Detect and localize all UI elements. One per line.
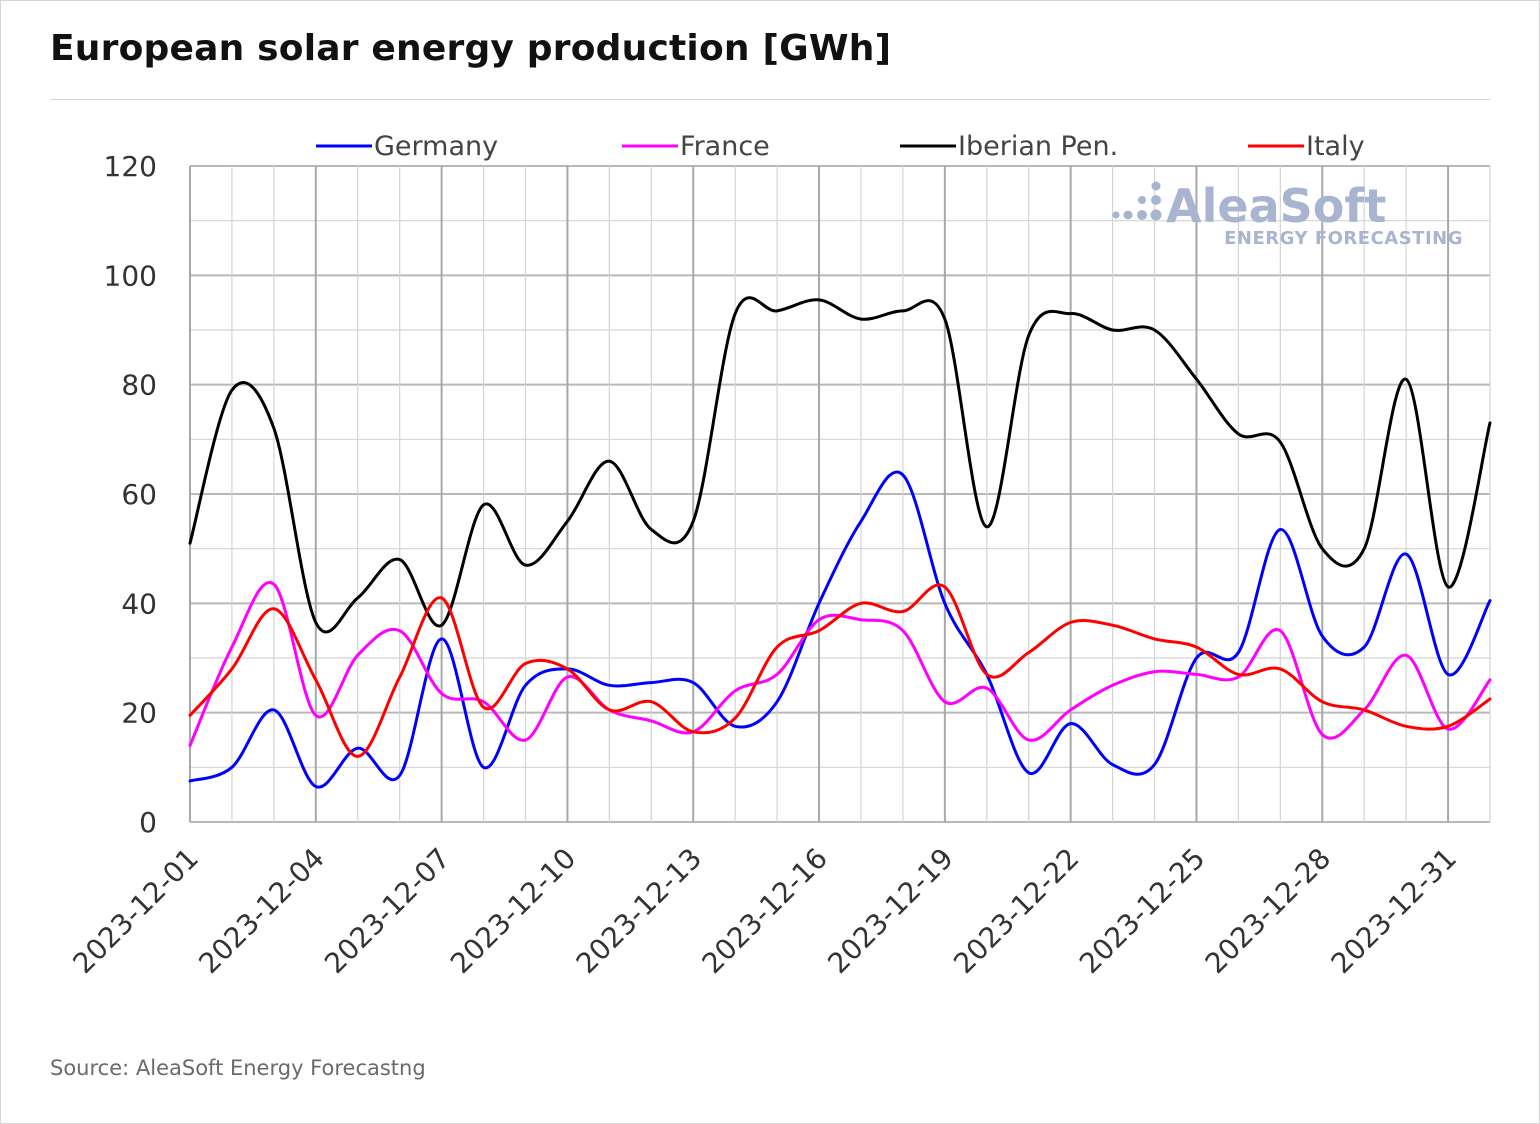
x-tick-label: 2023-12-07	[318, 842, 456, 980]
legend-label: Italy	[1306, 131, 1365, 162]
x-tick-label: 2023-12-16	[696, 842, 834, 980]
legend-label: Iberian Pen.	[958, 131, 1118, 162]
x-tick-label: 2023-12-31	[1325, 842, 1463, 980]
y-tick-label: 60	[121, 478, 157, 511]
series-line-france	[188, 580, 1492, 747]
legend-item-germany: Germany	[316, 131, 498, 162]
x-tick-label: 2023-12-28	[1199, 842, 1337, 980]
grid	[189, 165, 1491, 823]
x-tick-label: 2023-12-01	[67, 842, 205, 980]
aleasoft-watermark: AleaSoft ENERGY FORECASTING	[1112, 179, 1463, 249]
series-line-italy	[188, 583, 1492, 758]
aleasoft-logo-dots-icon	[1112, 181, 1162, 221]
y-tick-label: 100	[104, 259, 157, 292]
series-line-iberian-pen	[188, 296, 1492, 634]
y-tick-label: 20	[121, 697, 157, 730]
y-tick-label: 40	[121, 587, 157, 620]
legend-label: France	[680, 131, 770, 162]
x-tick-label: 2023-12-22	[947, 842, 1085, 980]
legend-item-iberian-pen: Iberian Pen.	[900, 131, 1118, 162]
x-tick-label: 2023-12-10	[444, 842, 582, 980]
source-note: Source: AleaSoft Energy Forecastng	[50, 1056, 426, 1080]
series-line-germany	[188, 470, 1492, 789]
y-axis-ticks: 0 20 40 60 80 100 120	[104, 150, 157, 839]
legend: Germany France Iberian Pen. Italy	[316, 131, 1365, 162]
x-tick-label: 2023-12-25	[1073, 842, 1211, 980]
title-divider	[50, 99, 1490, 100]
x-tick-label: 2023-12-04	[192, 842, 330, 980]
x-tick-label: 2023-12-13	[570, 842, 708, 980]
x-tick-label: 2023-12-19	[821, 842, 959, 980]
y-tick-label: 120	[104, 150, 157, 183]
y-tick-label: 0	[139, 806, 157, 839]
legend-item-italy: Italy	[1248, 131, 1365, 162]
watermark-tagline: ENERGY FORECASTING	[1224, 228, 1463, 249]
chart-title: European solar energy production [GWh]	[50, 28, 892, 69]
y-tick-label: 80	[121, 369, 157, 402]
legend-item-france: France	[622, 131, 770, 162]
watermark-brand: AleaSoft	[1166, 179, 1386, 233]
legend-label: Germany	[374, 131, 498, 162]
series-lines	[188, 296, 1492, 789]
x-axis-ticks: 2023-12-012023-12-042023-12-072023-12-10…	[67, 842, 1463, 980]
